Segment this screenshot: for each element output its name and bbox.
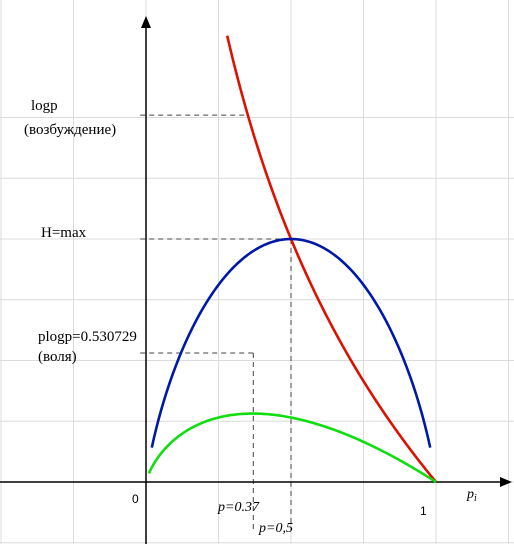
p05-label: p=0,5 [258, 521, 293, 536]
series-logp-line [225, 35, 438, 483]
x-axis-arrow-icon [500, 477, 512, 487]
plogp-label: plogp=0.530729 [38, 329, 137, 345]
p037-label: p=0.37 [217, 500, 260, 515]
series-plogp-line [147, 412, 437, 484]
tick-label-0: 0 [132, 492, 139, 506]
y-axis-arrow-icon [141, 16, 151, 28]
logp-sublabel: (возбуждение) [24, 122, 116, 138]
curves [147, 35, 438, 484]
plogp-sublabel: (воля) [38, 349, 77, 365]
axes [0, 16, 512, 544]
guide-lines [140, 114, 292, 531]
tick-label-1: 1 [420, 504, 427, 518]
hmax-label: H=max [41, 225, 87, 241]
x-axis-label: pi [466, 487, 477, 504]
logp-label: logp [31, 98, 58, 114]
series-entropy-line [150, 237, 432, 448]
